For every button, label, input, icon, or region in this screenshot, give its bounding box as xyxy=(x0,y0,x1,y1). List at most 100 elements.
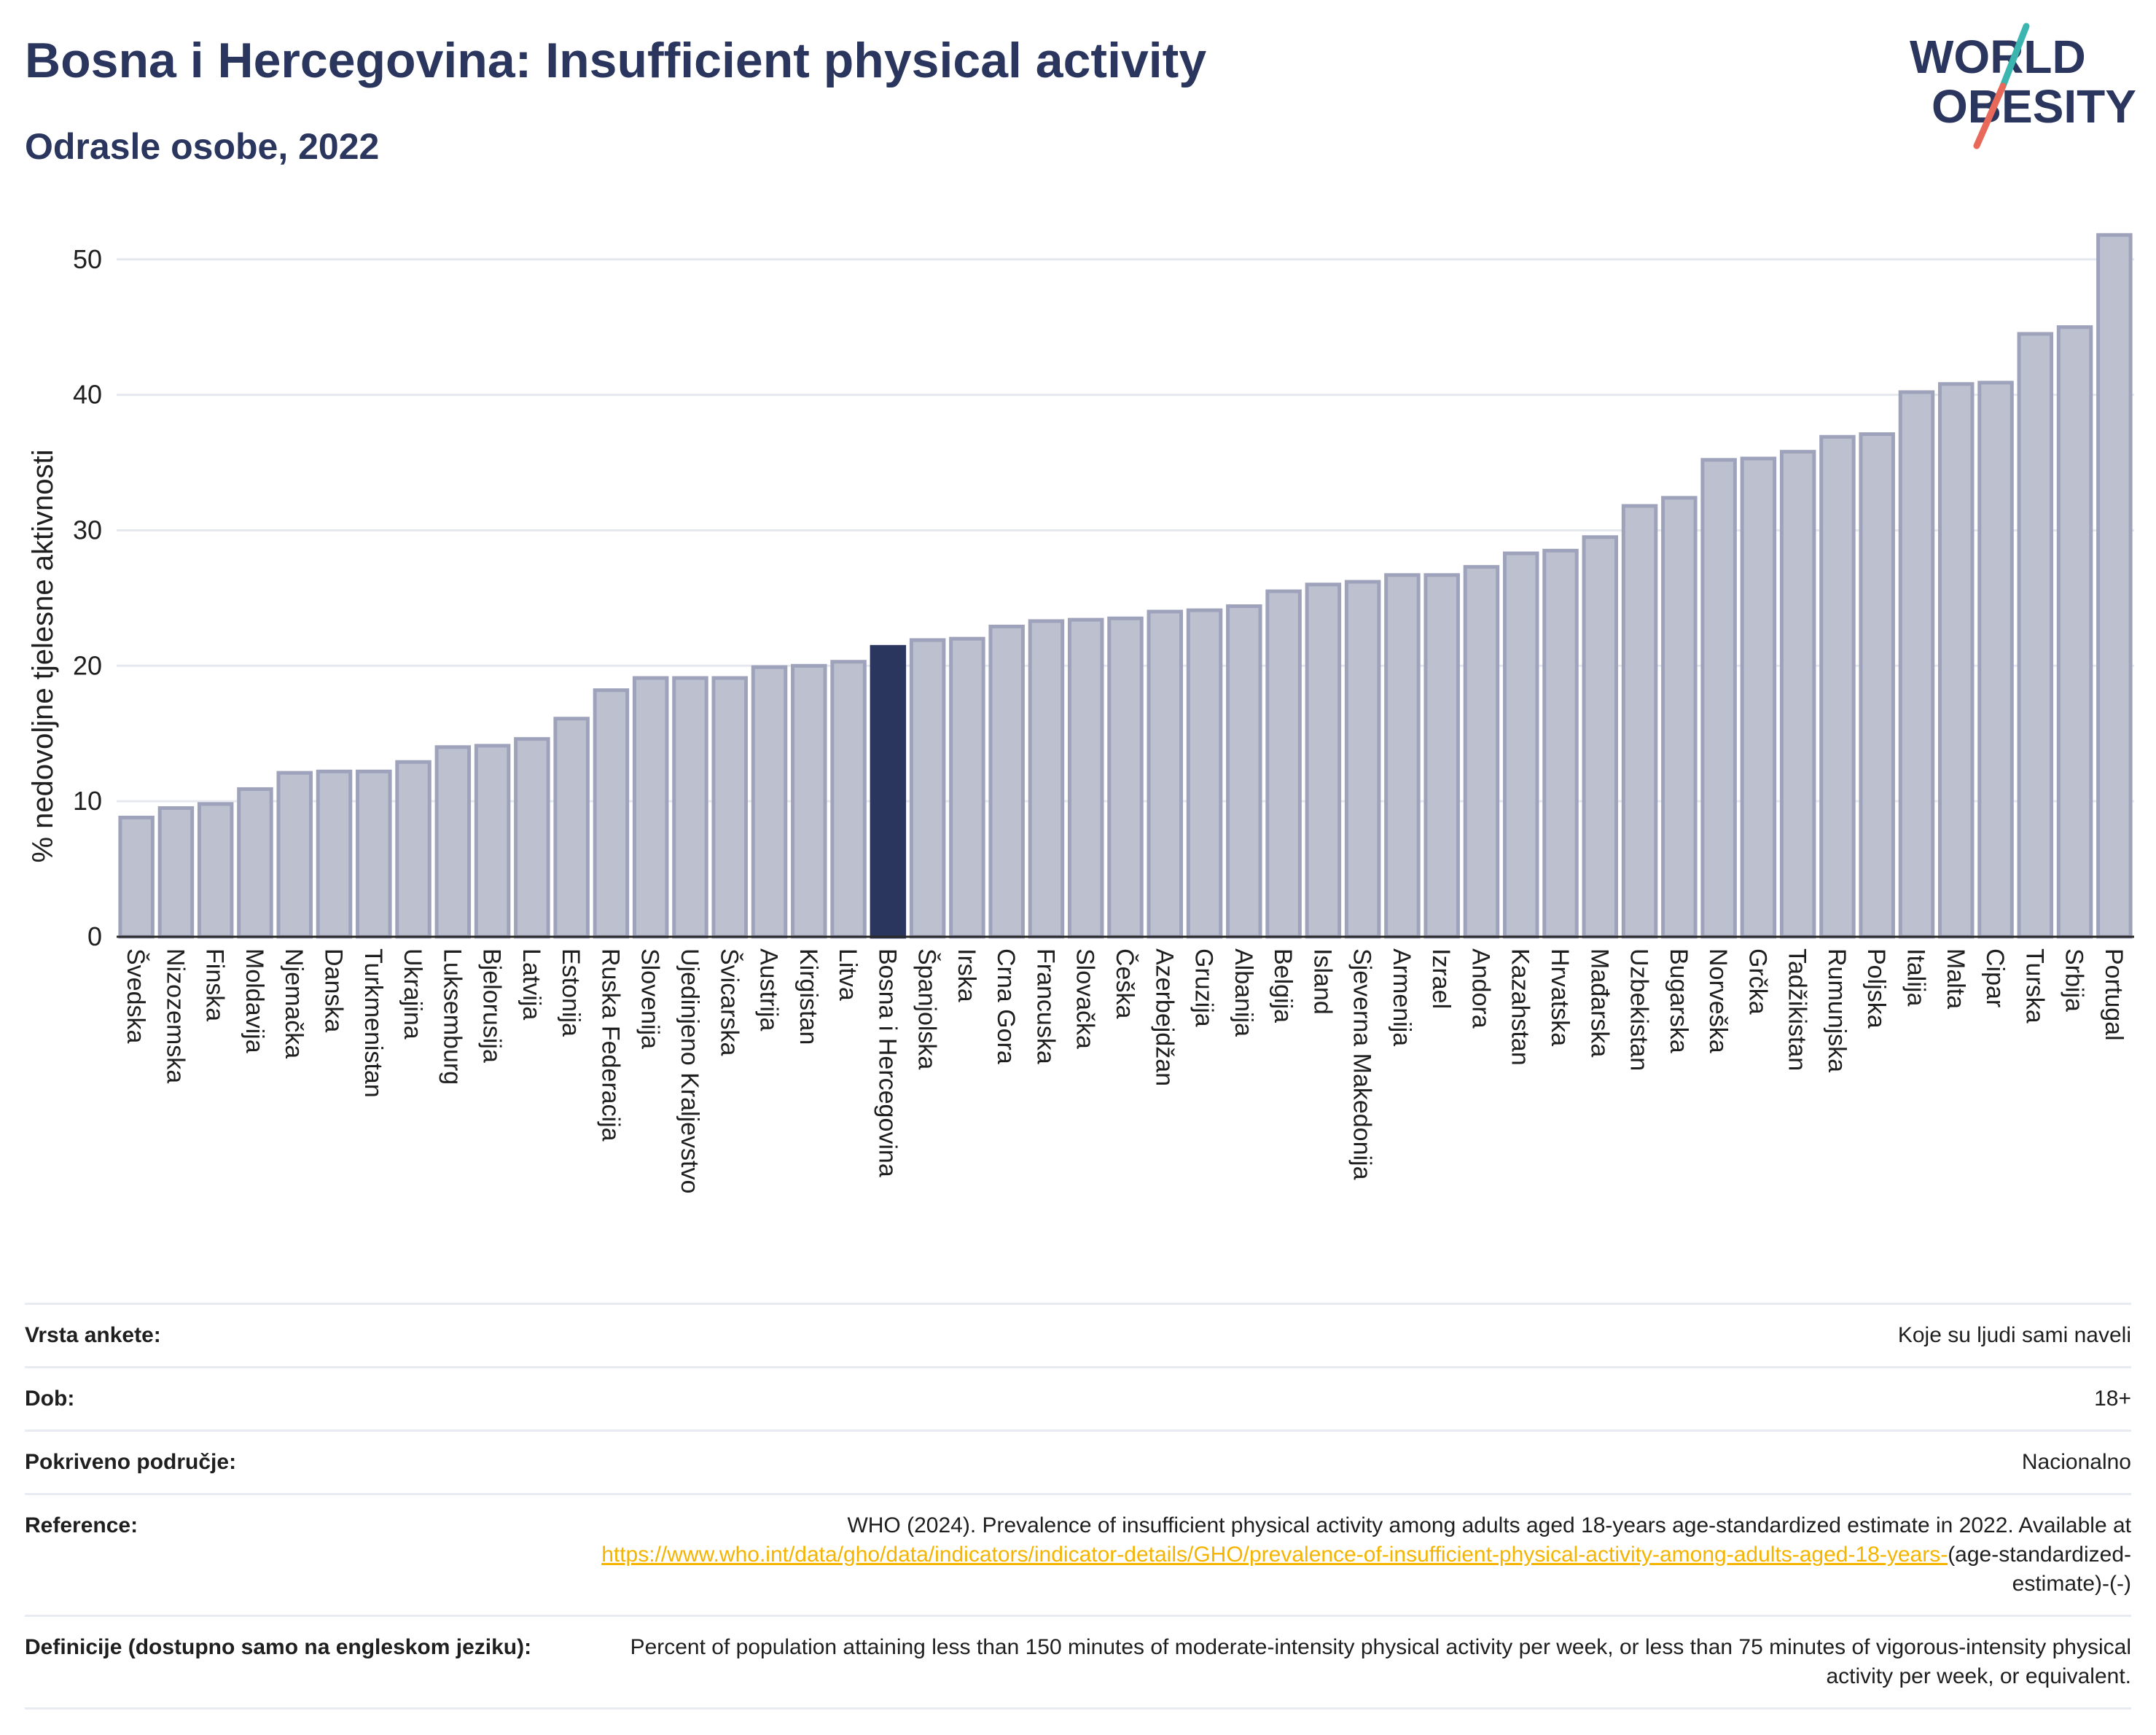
bar xyxy=(553,717,590,939)
bar xyxy=(632,676,669,939)
bar xyxy=(1661,496,1698,939)
bar xyxy=(157,806,195,939)
x-tick-label: Moldavija xyxy=(241,948,268,1053)
bar xyxy=(593,688,630,939)
x-tick-label: Malta xyxy=(1942,948,1969,1009)
meta-row-survey: Vrsta ankete: Koje su ljudi sami naveli xyxy=(25,1303,2131,1366)
coverage-label: Pokriveno područje: xyxy=(25,1450,237,1474)
y-axis-label: % nedovoljne tjelesne aktivnosti xyxy=(27,449,59,862)
x-tick-label: Gruzija xyxy=(1190,948,1218,1027)
x-tick-label: Armenija xyxy=(1388,948,1415,1046)
x-tick-label: Rumunjska xyxy=(1823,948,1851,1072)
bar xyxy=(1463,565,1500,939)
bar xyxy=(672,676,708,939)
bar xyxy=(1621,504,1658,939)
x-tick-label: Andora xyxy=(1466,948,1494,1029)
bar xyxy=(1502,551,1539,939)
x-tick-label: Cipar xyxy=(1981,948,2009,1007)
x-tick-label: Albanija xyxy=(1230,948,1257,1037)
x-tick-label: Poljska xyxy=(1862,948,1890,1029)
x-tick-label: Danska xyxy=(320,948,348,1032)
x-tick-label: Hrvatska xyxy=(1546,948,1574,1046)
logo-word-obesity: OBESITY xyxy=(1932,80,2136,133)
bar xyxy=(474,744,511,939)
logo-word-world: WORLD xyxy=(1910,31,2086,83)
x-tick-label: Češka xyxy=(1111,948,1138,1018)
reference-text: WHO (2024). Prevalence of insufficient p… xyxy=(847,1513,2131,1537)
x-tick-label: Irska xyxy=(953,948,980,1002)
bar-highlight xyxy=(870,644,907,939)
bar xyxy=(711,676,749,939)
bar xyxy=(1226,604,1262,939)
metadata-table: Vrsta ankete: Koje su ljudi sami naveli … xyxy=(25,1303,2131,1709)
bar xyxy=(1265,589,1302,939)
x-tick-label: Turska xyxy=(2020,948,2048,1024)
x-tick-label: Ukrajina xyxy=(399,948,426,1040)
x-tick-label: Francuska xyxy=(1031,948,1059,1064)
x-tick-label: Finska xyxy=(201,948,229,1021)
bar xyxy=(2056,325,2093,939)
x-tick-label: Turkmenistan xyxy=(359,948,387,1098)
bar xyxy=(514,737,550,939)
x-tick-label: Azerbejdžan xyxy=(1150,948,1178,1086)
x-tick-label: Portugal xyxy=(2100,948,2128,1041)
bar xyxy=(1898,390,1935,939)
definition-label: Definicije (dostupno samo na engleskom j… xyxy=(25,1635,532,1659)
x-tick-label: Kirgistan xyxy=(794,948,822,1045)
bar xyxy=(316,769,353,939)
bar xyxy=(434,745,472,939)
bar xyxy=(2017,332,2054,939)
x-tick-label: Sjeverna Makedonija xyxy=(1348,948,1376,1180)
bar xyxy=(1305,582,1342,939)
x-tick-label: Uzbekistan xyxy=(1625,948,1653,1071)
bar xyxy=(1028,619,1065,939)
bar xyxy=(1740,456,1777,939)
bar xyxy=(1147,609,1184,939)
reference-link[interactable]: https://www.who.int/data/gho/data/indica… xyxy=(601,1543,1948,1567)
x-tick-label: Bosna i Hercegovina xyxy=(873,948,901,1177)
x-tick-label: Nizozemska xyxy=(161,948,189,1083)
bar xyxy=(1779,450,1816,939)
reference-label: Reference: xyxy=(25,1513,138,1537)
y-tick-label: 30 xyxy=(73,515,102,545)
bar xyxy=(276,771,313,939)
bar xyxy=(830,660,867,939)
survey-type-value: Koje su ljudi sami naveli xyxy=(1897,1323,2131,1347)
x-tick-label: Norveška xyxy=(1704,948,1732,1053)
coverage-value: Nacionalno xyxy=(2021,1450,2131,1474)
x-tick-label: Švicarska xyxy=(715,948,743,1056)
logo-slash-bottom xyxy=(1973,82,2007,149)
x-tick-label: Italija xyxy=(1902,948,1929,1006)
logo-slash-top xyxy=(1999,23,2030,90)
bar xyxy=(2096,233,2133,939)
x-tick-label: Ruska Federacija xyxy=(596,948,624,1142)
x-tick-label: Belgija xyxy=(1269,948,1297,1023)
bar xyxy=(751,665,788,939)
y-tick-label: 40 xyxy=(73,380,102,410)
y-tick-label: 20 xyxy=(73,650,102,680)
x-tick-label: Latvija xyxy=(517,948,545,1020)
bar xyxy=(1384,573,1421,939)
x-tick-label: Island xyxy=(1308,948,1336,1015)
bar xyxy=(395,760,431,939)
bar xyxy=(1938,382,1975,939)
bar xyxy=(1700,458,1737,939)
y-tick-label: 50 xyxy=(73,244,102,274)
x-tick-label: Srbija xyxy=(2061,948,2088,1012)
bar xyxy=(791,663,827,939)
meta-row-reference: Reference: WHO (2024). Prevalence of ins… xyxy=(25,1493,2131,1615)
bar xyxy=(1859,432,1895,939)
x-tick-label: Kazahstan xyxy=(1507,948,1534,1066)
y-tick-label: 10 xyxy=(73,786,102,816)
x-tick-label: Bugarska xyxy=(1665,948,1692,1053)
bar xyxy=(1344,580,1381,939)
x-tick-label: Tadžikistan xyxy=(1784,948,1811,1071)
x-tick-label: Estonija xyxy=(557,948,585,1037)
definition-value: Percent of population attaining less tha… xyxy=(630,1635,2131,1688)
x-tick-label: Švedska xyxy=(122,948,149,1043)
x-tick-label: Ujedinjeno Kraljevstvo xyxy=(676,948,703,1193)
x-tick-label: Slovenija xyxy=(636,948,664,1049)
bar xyxy=(356,769,392,939)
tick-labels: 0 10 20 30 40 50 Švedska Nizozemska Finska Moldav… xyxy=(73,244,2128,1194)
bar xyxy=(1819,434,1856,939)
